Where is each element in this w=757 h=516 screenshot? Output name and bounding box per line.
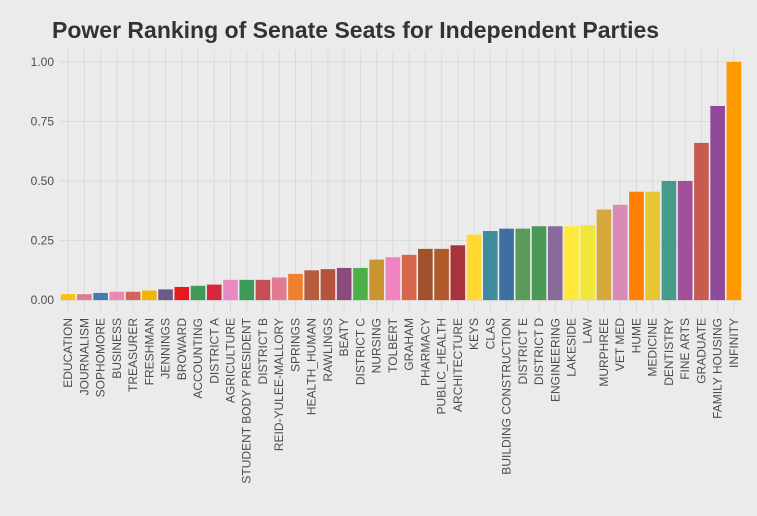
bar	[531, 226, 547, 301]
bar	[450, 245, 466, 301]
x-tick-label: BEATY	[337, 318, 351, 356]
bar	[109, 291, 125, 301]
y-tick-label: 0.25	[31, 234, 55, 248]
y-tick-label: 0.50	[31, 174, 55, 188]
bar	[239, 279, 255, 301]
x-tick-label: SPRINGS	[288, 318, 302, 372]
x-tick-label: MEDICINE	[646, 318, 660, 377]
bar	[271, 277, 287, 301]
x-tick-label: DISTRICT B	[256, 318, 270, 384]
bar	[190, 285, 206, 301]
y-tick-label: 1.00	[31, 55, 55, 69]
x-tick-label: KEYS	[467, 318, 481, 350]
bar	[515, 228, 531, 301]
x-tick-label: DISTRICT C	[353, 318, 367, 385]
bar	[629, 191, 644, 301]
x-tick-label: GRAHAM	[402, 318, 416, 371]
bar	[499, 228, 514, 301]
x-tick-label: DENTISTRY	[662, 318, 676, 386]
x-tick-label: EDUCATION	[61, 318, 75, 388]
chart-title: Power Ranking of Senate Seats for Indepe…	[52, 17, 659, 43]
x-tick-label: LAW	[581, 317, 595, 343]
bar	[710, 105, 725, 301]
bar	[401, 254, 417, 301]
bar	[434, 248, 449, 301]
x-tick-label: CLAS	[483, 318, 497, 349]
x-tick-label: BUSINESS	[110, 318, 124, 379]
bar	[320, 269, 336, 301]
x-tick-label: TOLBERT	[386, 317, 400, 373]
bar	[645, 191, 660, 301]
bar	[547, 226, 563, 301]
x-tick-label: DISTRICT A	[207, 318, 221, 384]
bar	[564, 226, 579, 301]
bar	[483, 231, 498, 301]
bar	[353, 267, 368, 301]
x-tick-label: DISTRICT E	[516, 318, 530, 384]
x-tick-label: BROWARD	[175, 318, 189, 381]
bar	[726, 61, 742, 301]
bar	[304, 270, 319, 301]
x-tick-label: PUBLIC_HEALTH	[435, 318, 449, 414]
bar	[125, 291, 141, 301]
bar	[661, 181, 677, 301]
x-tick-label: PHARMACY	[418, 318, 432, 386]
x-tick-label: FINE ARTS	[678, 318, 692, 380]
bar	[77, 294, 92, 301]
x-tick-label: HEALTH_HUMAN	[305, 318, 319, 415]
bar	[60, 294, 76, 301]
x-tick-label: MURPHREE	[597, 318, 611, 387]
bar	[369, 259, 384, 301]
x-tick-label: TREASURER	[126, 318, 140, 392]
bar	[255, 279, 271, 301]
x-tick-label: DISTRICT D	[532, 318, 546, 385]
x-tick-label: HUME	[629, 318, 643, 353]
x-tick-label: AGRICULTURE	[224, 318, 238, 403]
x-tick-label: INFINITY	[727, 318, 741, 368]
bar	[206, 284, 222, 301]
x-tick-label: JENNINGS	[159, 318, 173, 379]
bar	[418, 248, 433, 301]
bar	[223, 279, 238, 301]
bar	[158, 289, 173, 301]
bar	[174, 286, 190, 301]
x-tick-label: FRESHMAN	[142, 318, 156, 385]
y-tick-label: 0.75	[31, 114, 55, 128]
x-tick-label: VET MED	[613, 318, 627, 371]
x-tick-label: ACCOUNTING	[191, 318, 205, 399]
bar	[596, 209, 612, 301]
x-tick-label: GRADUATE	[694, 318, 708, 384]
x-tick-label: FAMILY HOUSING	[711, 318, 725, 419]
x-tick-label: NURSING	[370, 318, 384, 373]
bar	[336, 267, 352, 301]
bar	[677, 181, 693, 301]
bar	[466, 234, 482, 301]
x-tick-label: ENGINEERING	[548, 318, 562, 402]
bar	[612, 204, 628, 301]
bar	[385, 257, 401, 301]
x-tick-label: SOPHOMORE	[94, 318, 108, 397]
bar	[694, 142, 709, 301]
x-tick-label: JOURNALISM	[77, 318, 91, 395]
bar	[142, 290, 157, 301]
x-tick-label: LAKESIDE	[565, 318, 579, 377]
x-tick-label: REID-YULEE-MALLORY	[272, 318, 286, 451]
bar	[93, 292, 108, 301]
x-tick-label: STUDENT BODY PRESIDENT	[240, 317, 254, 483]
x-tick-label: RAWLINGS	[321, 318, 335, 382]
bar	[580, 225, 596, 301]
x-tick-label: ARCHITECTURE	[451, 318, 465, 412]
x-tick-label: BUILDING CONSTRUCTION	[500, 318, 514, 475]
y-tick-label: 0.00	[31, 293, 55, 307]
bar	[288, 273, 303, 301]
